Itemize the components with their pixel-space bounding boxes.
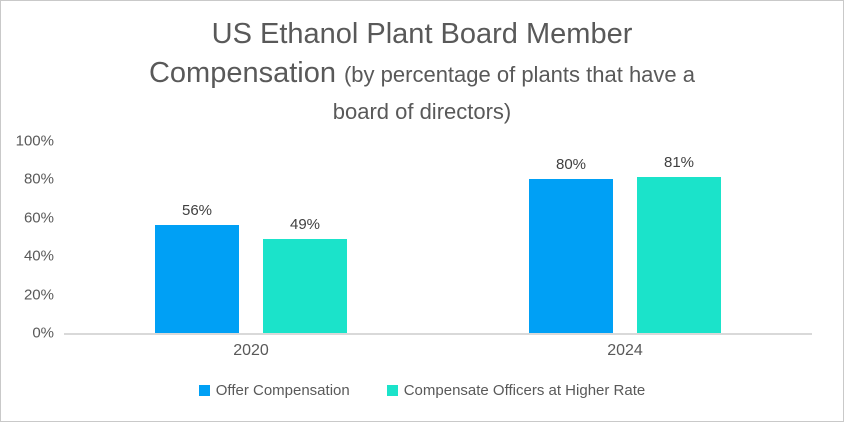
y-tick-label: 80% xyxy=(23,170,54,188)
bar: 81% xyxy=(637,154,721,333)
y-tick-label: 40% xyxy=(23,247,54,265)
chart-subtitle-text: board of directors) xyxy=(332,99,512,124)
y-tick-label: 0% xyxy=(32,324,54,342)
bar-value-label: 80% xyxy=(555,156,587,174)
bar-value-label: 56% xyxy=(181,202,213,220)
legend-label: Offer Compensation xyxy=(215,382,350,399)
y-tick-label: 60% xyxy=(23,209,54,227)
legend-item: Compensate Officers at Higher Rate xyxy=(386,382,646,399)
y-tick-label: 20% xyxy=(23,286,54,304)
bar: 80% xyxy=(529,156,613,333)
bar-group-2024: 80% 81% 2024 xyxy=(438,141,812,359)
bar-group-2020: 56% 49% 2020 xyxy=(64,141,438,359)
legend-swatch-icon xyxy=(198,385,210,396)
y-tick-label: 100% xyxy=(15,132,54,150)
x-axis-category-label: 2024 xyxy=(607,342,643,359)
chart-title-text: Compensation xyxy=(148,57,336,89)
bar: 49% xyxy=(263,216,347,333)
plot-area: 0% 20% 40% 60% 80% 100% 56% 49% 2020 80% 81% 2024 xyxy=(16,133,812,359)
y-axis: 0% 20% 40% 60% 80% 100% xyxy=(6,133,54,342)
bar-value-label: 49% xyxy=(289,215,321,233)
chart-title-line1: US Ethanol Plant Board Member xyxy=(1,17,843,56)
chart-title-line3: board of directors) xyxy=(1,95,843,132)
bar: 56% xyxy=(155,202,239,333)
legend-item: Offer Compensation xyxy=(198,382,350,399)
legend: Offer Compensation Compensate Officers at… xyxy=(1,382,843,399)
legend-swatch-icon xyxy=(386,385,398,396)
x-axis-category-label: 2020 xyxy=(233,342,269,359)
chart-title-line2: Compensation (by percentage of plants tha… xyxy=(1,56,843,95)
bar-groups: 56% 49% 2020 80% 81% 2024 xyxy=(64,141,812,359)
chart-title-text: US Ethanol Plant Board Member xyxy=(211,18,633,50)
chart-title: US Ethanol Plant Board Member Compensati… xyxy=(1,17,843,132)
chart-subtitle-text: (by percentage of plants that have a xyxy=(343,62,695,87)
legend-label: Compensate Officers at Higher Rate xyxy=(403,382,646,399)
bar-value-label: 81% xyxy=(663,154,695,172)
